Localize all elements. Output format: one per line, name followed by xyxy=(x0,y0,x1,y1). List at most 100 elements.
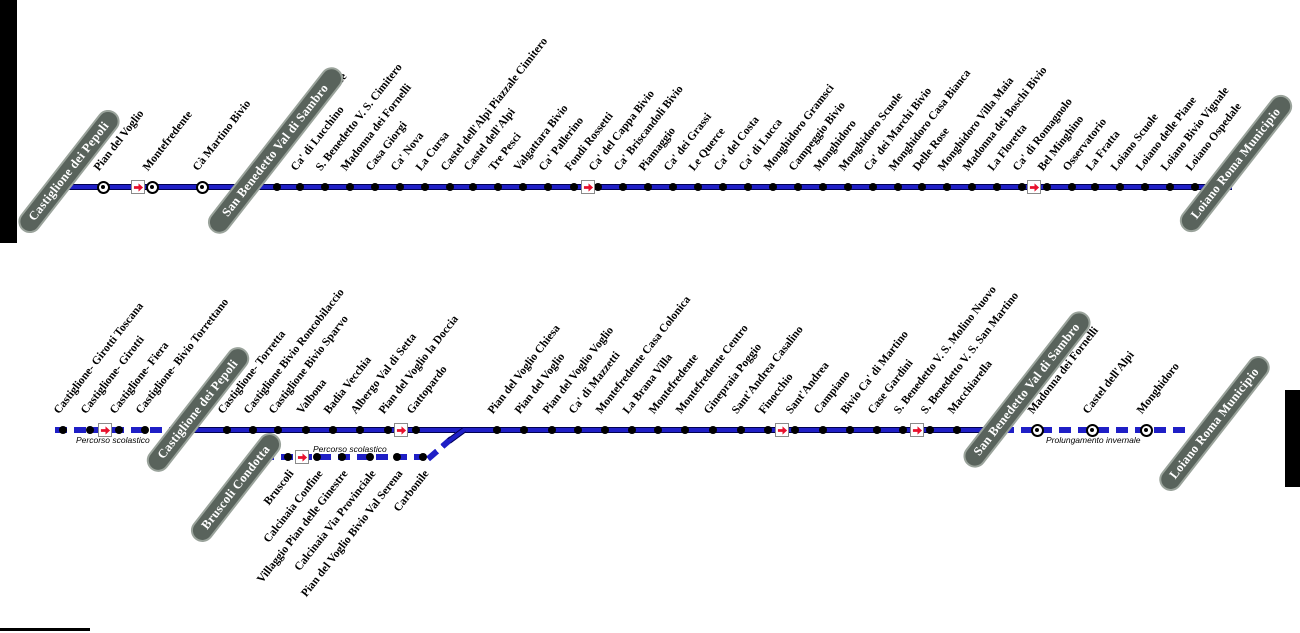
station-dot-marker xyxy=(899,426,907,434)
station-dot-marker xyxy=(570,183,578,191)
station-dot-marker xyxy=(926,426,934,434)
station-dot-marker xyxy=(469,183,477,191)
station-ring-marker xyxy=(1085,423,1099,437)
station-dot-marker xyxy=(943,183,951,191)
station-dot-marker xyxy=(873,426,881,434)
station-dot-marker xyxy=(918,183,926,191)
station-dot-marker xyxy=(791,426,799,434)
station-dot-marker xyxy=(769,183,777,191)
station-dot-marker xyxy=(819,183,827,191)
station-dot-marker xyxy=(737,426,745,434)
station-dot-marker xyxy=(844,183,852,191)
station-dot-marker xyxy=(669,183,677,191)
station-dot-marker xyxy=(284,453,292,461)
black-bar-right xyxy=(1285,390,1300,487)
black-bar-top-left xyxy=(0,0,17,243)
station-dot-marker xyxy=(249,426,257,434)
station-dot-marker xyxy=(313,453,321,461)
station-dot-marker xyxy=(628,426,636,434)
service-note-label: Prolungamento invernale xyxy=(1046,435,1141,445)
terminus-pill: Castiglione dei Pepoli xyxy=(13,105,125,238)
right-arrow-glyph xyxy=(297,452,307,462)
station-dot-marker xyxy=(86,426,94,434)
station-dot-marker xyxy=(141,426,149,434)
station-dot-marker xyxy=(574,426,582,434)
station-dot-marker xyxy=(1043,183,1051,191)
right-arrow-glyph xyxy=(777,425,787,435)
right-arrow-glyph xyxy=(583,182,593,192)
station-dot-marker xyxy=(520,426,528,434)
station-label: Castel dell'Alpi xyxy=(1080,349,1137,417)
station-dot-marker xyxy=(274,426,282,434)
station-dot-marker xyxy=(329,426,337,434)
station-label: Montefredente xyxy=(140,108,195,174)
school-route-arrow-icon xyxy=(98,423,112,437)
service-note-label: Percorso scolastico xyxy=(313,444,387,454)
station-dot-marker xyxy=(601,426,609,434)
station-dot-marker xyxy=(654,426,662,434)
school-route-arrow-icon xyxy=(131,180,145,194)
station-dot-marker xyxy=(396,183,404,191)
station-dot-marker xyxy=(356,426,364,434)
station-dot-marker xyxy=(321,183,329,191)
station-dot-marker xyxy=(419,453,427,461)
station-dot-marker xyxy=(544,183,552,191)
station-dot-marker xyxy=(446,183,454,191)
right-arrow-glyph xyxy=(396,425,406,435)
route-line-bottom-segment xyxy=(182,427,1002,433)
station-dot-marker xyxy=(366,453,374,461)
station-dot-marker xyxy=(338,453,346,461)
station-dot-marker xyxy=(869,183,877,191)
station-dot-marker xyxy=(719,183,727,191)
station-ring-marker xyxy=(145,180,159,194)
station-dot-marker xyxy=(493,426,501,434)
station-dot-marker xyxy=(421,183,429,191)
station-dot-marker xyxy=(1018,183,1026,191)
school-route-arrow-icon xyxy=(1027,180,1041,194)
station-label: S. Benedetto V. S. Molino Nuovo xyxy=(891,283,999,417)
station-dot-marker xyxy=(1141,183,1149,191)
station-dot-marker xyxy=(302,426,310,434)
station-label: Cà Martino Bivio xyxy=(190,98,254,174)
right-arrow-glyph xyxy=(912,425,922,435)
school-route-arrow-icon xyxy=(581,180,595,194)
station-dot-marker xyxy=(1166,183,1174,191)
station-dot-marker xyxy=(953,426,961,434)
station-dot-marker xyxy=(273,183,281,191)
station-dot-marker xyxy=(764,426,772,434)
station-dot-marker xyxy=(894,183,902,191)
branch-bruscoli-segment xyxy=(262,454,432,460)
station-dot-marker xyxy=(1116,183,1124,191)
station-dot-marker xyxy=(346,183,354,191)
station-dot-marker xyxy=(548,426,556,434)
right-arrow-glyph xyxy=(1029,182,1039,192)
station-ring-marker xyxy=(96,180,110,194)
station-dot-marker xyxy=(619,183,627,191)
station-dot-marker xyxy=(644,183,652,191)
station-dot-marker xyxy=(519,183,527,191)
station-dot-marker xyxy=(412,426,420,434)
station-dot-marker xyxy=(1191,183,1199,191)
station-dot-marker xyxy=(694,183,702,191)
station-dot-marker xyxy=(115,426,123,434)
station-dot-marker xyxy=(223,426,231,434)
station-ring-marker xyxy=(1139,423,1153,437)
station-dot-marker xyxy=(846,426,854,434)
school-route-arrow-icon xyxy=(910,423,924,437)
station-dot-marker xyxy=(993,183,1001,191)
black-rule-bottom-left xyxy=(0,628,90,631)
station-dot-marker xyxy=(968,183,976,191)
station-dot-marker xyxy=(59,426,67,434)
station-dot-marker xyxy=(1068,183,1076,191)
station-dot-marker xyxy=(296,183,304,191)
station-dot-marker xyxy=(819,426,827,434)
service-note-label: Percorso scolastico xyxy=(76,435,150,445)
station-dot-marker xyxy=(1091,183,1099,191)
right-arrow-glyph xyxy=(133,182,143,192)
station-dot-marker xyxy=(393,453,401,461)
station-dot-marker xyxy=(384,426,392,434)
station-dot-marker xyxy=(709,426,717,434)
station-dot-marker xyxy=(744,183,752,191)
station-label: Monghidoro xyxy=(1134,360,1182,417)
